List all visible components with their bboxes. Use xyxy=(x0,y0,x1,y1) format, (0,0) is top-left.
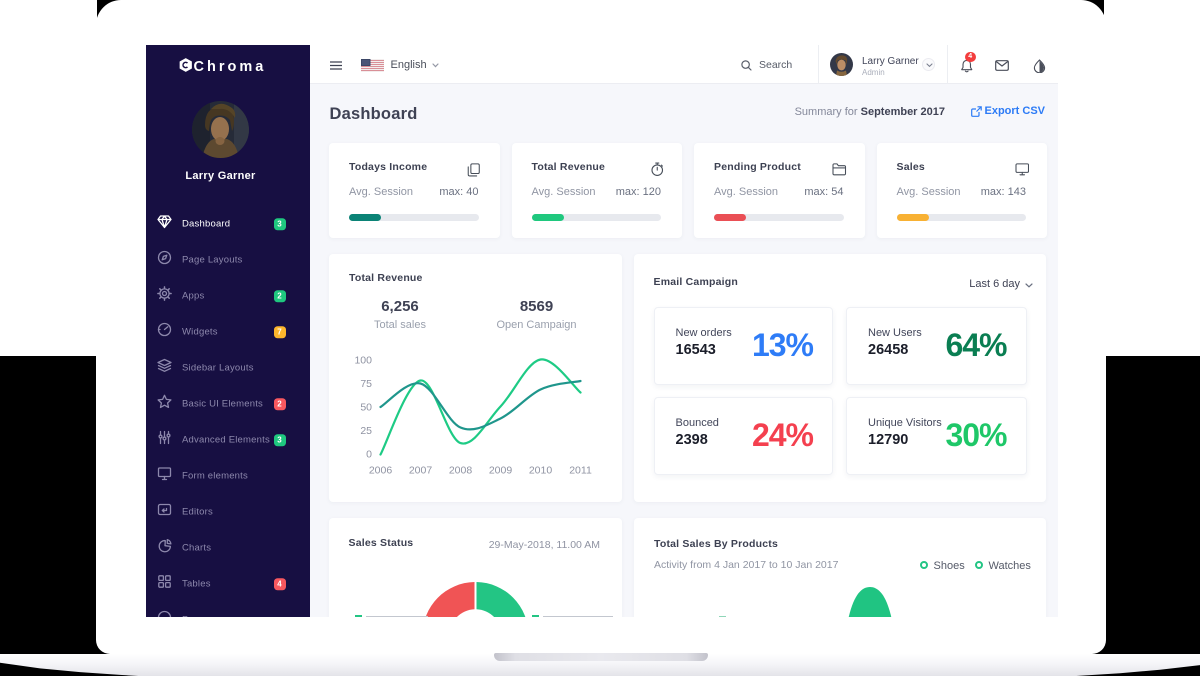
svg-text:2011: 2011 xyxy=(569,465,592,477)
svg-text:75: 75 xyxy=(360,378,372,390)
svg-text:25: 25 xyxy=(360,425,372,437)
svg-text:2010: 2010 xyxy=(529,465,553,477)
svg-text:100: 100 xyxy=(354,355,372,367)
svg-text:2007: 2007 xyxy=(409,465,433,477)
svg-text:0: 0 xyxy=(366,449,372,461)
svg-text:2009: 2009 xyxy=(489,465,513,477)
svg-text:50: 50 xyxy=(360,402,372,414)
svg-text:2006: 2006 xyxy=(369,465,393,477)
svg-text:2008: 2008 xyxy=(449,465,473,477)
